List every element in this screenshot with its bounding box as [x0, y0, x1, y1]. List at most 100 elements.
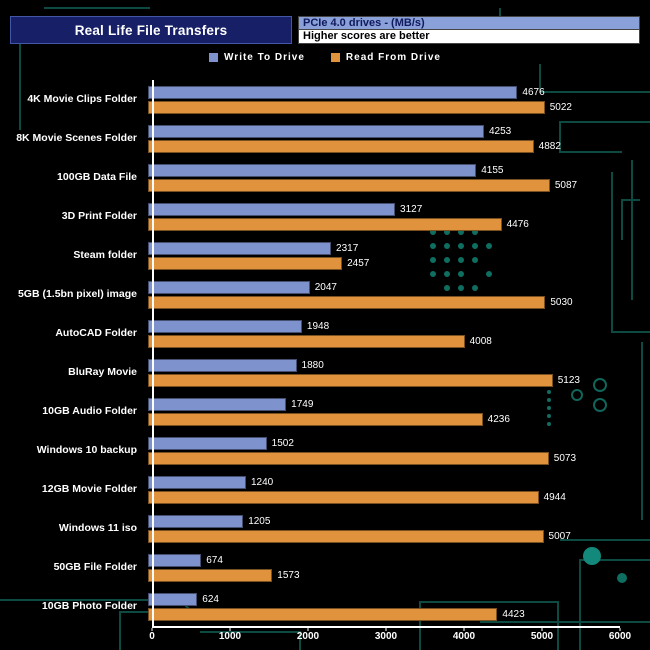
write-to-drive-bar	[148, 124, 484, 138]
tick-label: 3000	[374, 631, 398, 642]
bar-line: 5123	[148, 373, 622, 387]
bar-line: 5007	[148, 529, 622, 543]
chart-row: Windows 10 backup 1502 5073	[0, 431, 622, 470]
write-to-drive-bar	[148, 592, 198, 606]
category-label: BluRay Movie	[68, 365, 137, 378]
bar-line: 674	[148, 553, 622, 567]
category-bars: 4253 4882	[146, 124, 622, 153]
read-from-drive-bar	[148, 529, 544, 543]
category-bars: 1240 4944	[146, 475, 622, 504]
bar-line: 2317	[148, 241, 622, 255]
bar-line: 2457	[148, 256, 622, 270]
bar-line: 4676	[148, 85, 622, 99]
bar-line: 4423	[148, 607, 622, 621]
chart-title-text: Real Life File Transfers	[74, 22, 228, 38]
read-from-drive-bar	[148, 139, 534, 153]
write-to-drive-bar	[148, 358, 297, 372]
category-label: 5GB (1.5bn pixel) image	[17, 287, 137, 300]
bar-line: 5073	[148, 451, 622, 465]
read-from-drive-bar	[148, 256, 343, 270]
tick-label: 6000	[608, 631, 632, 642]
read-from-drive-bar	[148, 334, 465, 348]
read-from-drive-bar	[148, 490, 539, 504]
legend-item-read: Read From Drive	[330, 52, 441, 63]
tick-mark	[385, 628, 387, 631]
chart-row: AutoCAD Folder 1948 4008	[0, 314, 622, 353]
bar-value-label: 1205	[248, 515, 271, 527]
bar-value-label: 4155	[481, 164, 504, 176]
read-from-drive-bar	[148, 295, 546, 309]
category-bars: 4155 5087	[146, 163, 622, 192]
chart-row: BluRay Movie 1880 5123	[0, 353, 622, 392]
bar-value-label: 4253	[488, 125, 512, 137]
bar-value-label: 4476	[506, 218, 529, 230]
category-label: 3D Print Folder	[61, 209, 137, 222]
tick-mark	[541, 628, 543, 631]
bar-value-label: 5087	[554, 179, 578, 191]
chart-row: 8K Movie Scenes Folder 4253 4882	[0, 119, 622, 158]
y-axis-line	[152, 80, 154, 626]
category-bars: 674 1573	[146, 553, 622, 582]
write-to-drive-bar	[148, 163, 477, 177]
bar-line: 4253	[148, 124, 622, 138]
bar-line: 624	[148, 592, 622, 606]
bar-value-label: 1573	[277, 569, 300, 581]
read-from-drive-bar	[148, 178, 550, 192]
bar-value-label: 4882	[538, 140, 561, 152]
write-to-drive-bar	[148, 241, 332, 255]
category-bars: 2317 2457	[146, 241, 622, 270]
chart-row: Steam folder 2317 2457	[0, 236, 622, 275]
chart-legend: Write To Drive Read From Drive	[0, 52, 650, 63]
category-label: AutoCAD Folder	[55, 326, 137, 339]
bar-value-label: 3127	[400, 203, 423, 215]
bar-line: 1948	[148, 319, 622, 333]
category-bars: 1205 5007	[146, 514, 622, 543]
write-to-drive-bar	[148, 202, 396, 216]
tick-mark	[229, 628, 231, 631]
category-label: 100GB Data File	[57, 170, 137, 183]
x-axis-line	[152, 626, 620, 628]
bar-line: 2047	[148, 280, 622, 294]
category-label: 10GB Photo Folder	[41, 599, 137, 612]
write-to-drive-bar	[148, 397, 287, 411]
category-label: 10GB Audio Folder	[42, 404, 137, 417]
read-from-drive-bar	[148, 412, 483, 426]
bar-line: 3127	[148, 202, 622, 216]
bar-value-label: 4423	[502, 608, 525, 620]
write-to-drive-bar	[148, 514, 244, 528]
bar-value-label: 5030	[550, 296, 573, 308]
chart-subtitle: PCIe 4.0 drives - (MB/s)	[298, 16, 640, 30]
category-bars: 2047 5030	[146, 280, 622, 309]
bar-line: 1240	[148, 475, 622, 489]
bar-line: 5030	[148, 295, 622, 309]
read-from-drive-bar	[148, 451, 549, 465]
legend-label-read: Read From Drive	[345, 52, 441, 63]
write-to-drive-bar	[148, 280, 310, 294]
bar-value-label: 624	[202, 593, 219, 605]
read-from-drive-bar	[148, 568, 273, 582]
tick-mark	[307, 628, 309, 631]
tick-mark	[619, 628, 621, 631]
tick-label: 0	[149, 631, 155, 642]
bar-line: 1880	[148, 358, 622, 372]
tick-label: 4000	[452, 631, 476, 642]
bar-line: 1573	[148, 568, 622, 582]
bar-line: 5022	[148, 100, 622, 114]
bar-line: 4476	[148, 217, 622, 231]
chart-row: 3D Print Folder 3127 4476	[0, 197, 622, 236]
bar-line: 1502	[148, 436, 622, 450]
bar-line: 1205	[148, 514, 622, 528]
category-bars: 1749 4236	[146, 397, 622, 426]
chart-row: 10GB Photo Folder 624 4423	[0, 587, 622, 626]
category-label: 50GB File Folder	[53, 560, 137, 573]
chart-rows: 4K Movie Clips Folder 4676 5022 8K Movie Sc…	[0, 80, 622, 626]
bar-value-label: 4944	[543, 491, 566, 503]
bar-value-label: 5073	[553, 452, 577, 464]
read-from-drive-bar	[148, 607, 498, 621]
bar-value-label: 5022	[549, 101, 572, 113]
tick-mark	[151, 628, 153, 631]
bar-value-label: 1948	[306, 320, 330, 332]
write-to-drive-bar	[148, 475, 246, 489]
bar-value-label: 1880	[301, 359, 324, 371]
